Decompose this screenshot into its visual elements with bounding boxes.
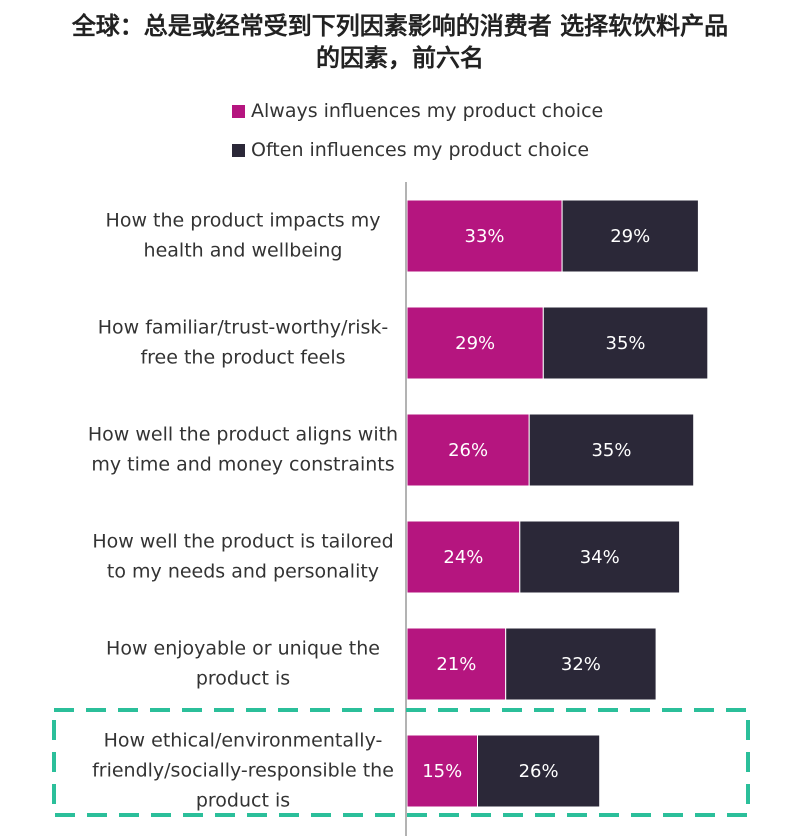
category-label-5-line-1: friendly/socially-responsible the (92, 760, 394, 782)
category-label-3-line-1: to my needs and personality (107, 561, 379, 583)
data-label-often-2: 35% (591, 440, 631, 461)
bar-always-0 (406, 199, 563, 273)
data-label-always-0: 33% (465, 226, 505, 247)
bar-always-4 (406, 627, 507, 701)
data-label-always-2: 26% (448, 440, 488, 461)
data-label-often-5: 26% (519, 761, 559, 782)
data-label-often-0: 29% (610, 226, 650, 247)
data-label-always-3: 24% (443, 547, 483, 568)
bar-often-2 (528, 413, 695, 487)
category-label-1-line-1: free the product feels (140, 347, 345, 369)
bar-often-1 (542, 306, 709, 380)
legend-label-always: Always influences my product choice (251, 100, 604, 122)
data-label-often-1: 35% (606, 333, 646, 354)
legend-swatch-always (232, 104, 245, 118)
legend-item-often: Often influences my product choice (232, 139, 603, 161)
category-label-2-line-0: How well the product aligns with (88, 424, 398, 446)
category-label-2-line-1: my time and money constraints (91, 454, 394, 476)
data-label-always-5: 15% (422, 761, 462, 782)
legend-label-often: Often influences my product choice (251, 139, 590, 161)
data-label-often-3: 34% (580, 547, 620, 568)
chart-legend: Always influences my product choice Ofte… (232, 100, 603, 178)
legend-item-always: Always influences my product choice (232, 100, 603, 122)
data-label-always-4: 21% (436, 654, 476, 675)
category-label-4-line-0: How enjoyable or unique the (106, 638, 380, 660)
bar-often-0 (561, 199, 699, 273)
category-label-3-line-0: How well the product is tailored (92, 531, 393, 553)
bar-often-3 (519, 520, 681, 594)
chart-title-line-2: 的因素，前六名 (316, 44, 484, 72)
category-label-0-line-0: How the product impacts my (106, 210, 381, 232)
bar-often-5 (477, 734, 601, 808)
chart-title: 全球：总是或经常受到下列因素影响的消费者 选择软饮料产品 的因素，前六名 (20, 10, 780, 74)
data-label-always-1: 29% (455, 333, 495, 354)
category-label-4-line-1: product is (196, 668, 290, 690)
category-label-5-line-0: How ethical/environmentally- (104, 730, 383, 752)
legend-swatch-often (232, 143, 245, 157)
category-label-1-line-0: How familiar/trust-worthy/risk- (98, 317, 389, 339)
highlight-box (52, 708, 750, 817)
bar-often-4 (505, 627, 657, 701)
category-label-0-line-1: health and wellbeing (144, 240, 343, 262)
bar-always-5 (406, 734, 478, 808)
category-label-5-line-2: product is (196, 790, 290, 812)
chart-title-line-1: 全球：总是或经常受到下列因素影响的消费者 选择软饮料产品 (71, 12, 729, 40)
bar-always-3 (406, 520, 521, 594)
data-label-often-4: 32% (561, 654, 601, 675)
bar-always-1 (406, 306, 544, 380)
